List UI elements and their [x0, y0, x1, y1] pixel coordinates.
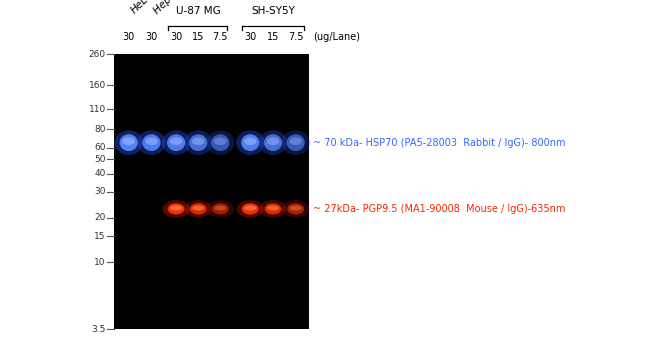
Ellipse shape: [185, 200, 212, 218]
Ellipse shape: [170, 205, 182, 211]
Ellipse shape: [120, 134, 138, 151]
Ellipse shape: [192, 205, 204, 211]
Ellipse shape: [281, 131, 310, 155]
Ellipse shape: [264, 134, 282, 151]
Text: ~ 27kDa- PGP9.5 (MA1-90008  Mouse / IgG)-635nm: ~ 27kDa- PGP9.5 (MA1-90008 Mouse / IgG)-…: [313, 204, 566, 214]
Text: 30: 30: [146, 32, 157, 42]
Ellipse shape: [212, 203, 229, 215]
Ellipse shape: [137, 131, 166, 155]
Text: Hep G2: Hep G2: [151, 0, 186, 16]
Ellipse shape: [114, 131, 143, 155]
Text: 60: 60: [94, 143, 106, 152]
Ellipse shape: [142, 134, 161, 151]
Ellipse shape: [167, 134, 185, 151]
Text: 15: 15: [94, 232, 106, 241]
Text: SH-SY5Y: SH-SY5Y: [251, 6, 295, 16]
Ellipse shape: [290, 205, 302, 211]
Ellipse shape: [145, 138, 158, 145]
Text: 30: 30: [123, 32, 135, 42]
Text: 15: 15: [266, 32, 280, 42]
Ellipse shape: [265, 203, 281, 215]
Ellipse shape: [282, 200, 309, 218]
Ellipse shape: [244, 205, 256, 211]
Ellipse shape: [267, 205, 279, 211]
Text: (ug/Lane): (ug/Lane): [313, 32, 360, 42]
Ellipse shape: [168, 203, 185, 215]
Ellipse shape: [244, 138, 257, 145]
Ellipse shape: [207, 200, 234, 218]
Text: 3.5: 3.5: [92, 324, 106, 334]
Text: 10: 10: [94, 258, 106, 267]
Ellipse shape: [259, 200, 287, 218]
Ellipse shape: [289, 138, 302, 145]
Ellipse shape: [237, 200, 264, 218]
Text: 15: 15: [192, 32, 205, 42]
Ellipse shape: [190, 203, 207, 215]
Ellipse shape: [162, 200, 190, 218]
Ellipse shape: [287, 134, 305, 151]
Text: 110: 110: [88, 105, 106, 114]
Text: 7.5: 7.5: [213, 32, 228, 42]
Ellipse shape: [122, 138, 135, 145]
Ellipse shape: [236, 131, 265, 155]
Ellipse shape: [241, 134, 259, 151]
Text: 40: 40: [95, 169, 106, 178]
Ellipse shape: [189, 134, 207, 151]
Ellipse shape: [259, 131, 287, 155]
Text: 20: 20: [95, 214, 106, 222]
Text: 50: 50: [94, 155, 106, 164]
Text: 80: 80: [94, 125, 106, 134]
Text: 30: 30: [244, 32, 256, 42]
Ellipse shape: [242, 203, 259, 215]
Text: 7.5: 7.5: [288, 32, 304, 42]
Ellipse shape: [184, 131, 213, 155]
Ellipse shape: [214, 138, 227, 145]
Ellipse shape: [266, 138, 280, 145]
Text: 30: 30: [94, 188, 106, 196]
Ellipse shape: [170, 138, 183, 145]
Bar: [114, 54, 309, 329]
Ellipse shape: [192, 138, 205, 145]
Text: 260: 260: [89, 50, 106, 59]
Ellipse shape: [162, 131, 190, 155]
Ellipse shape: [206, 131, 235, 155]
Text: 30: 30: [170, 32, 182, 42]
Text: U-87 MG: U-87 MG: [176, 6, 220, 16]
Text: HeLa: HeLa: [129, 0, 154, 16]
Ellipse shape: [214, 205, 226, 211]
Ellipse shape: [287, 203, 304, 215]
Ellipse shape: [211, 134, 229, 151]
Text: 160: 160: [88, 81, 106, 90]
Text: ~ 70 kDa- HSP70 (PA5-28003  Rabbit / IgG)- 800nm: ~ 70 kDa- HSP70 (PA5-28003 Rabbit / IgG)…: [313, 138, 566, 148]
